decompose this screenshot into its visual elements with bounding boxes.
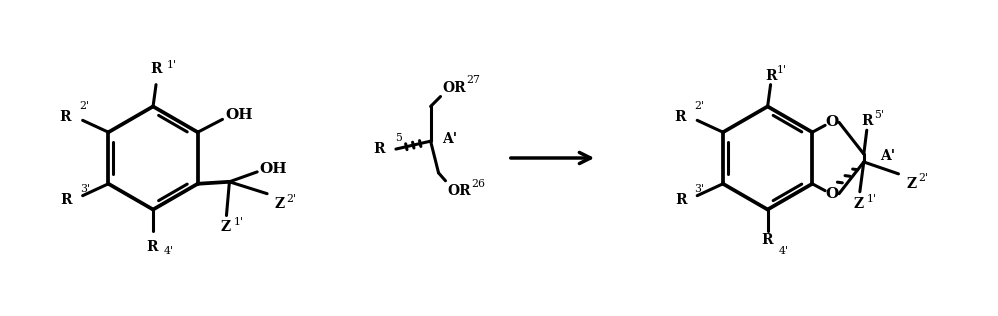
Text: R: R <box>59 110 71 125</box>
Text: 1': 1' <box>234 217 244 228</box>
Text: R: R <box>147 240 158 254</box>
Text: 1': 1' <box>866 194 877 204</box>
Text: OH: OH <box>226 108 253 122</box>
Text: 2': 2' <box>285 194 296 204</box>
Text: 4': 4' <box>164 246 174 256</box>
Text: Z: Z <box>853 197 864 210</box>
Text: 5': 5' <box>873 110 883 120</box>
Text: R: R <box>675 193 687 207</box>
Text: 1': 1' <box>167 60 177 70</box>
Text: OH: OH <box>259 162 286 176</box>
Text: 4': 4' <box>778 246 788 256</box>
Text: R: R <box>373 142 385 156</box>
Text: R: R <box>674 110 686 125</box>
Text: 27: 27 <box>466 75 480 85</box>
Text: R: R <box>760 233 772 247</box>
Text: R: R <box>151 62 162 76</box>
Text: 2': 2' <box>695 101 705 112</box>
Text: R: R <box>861 114 872 128</box>
Text: R: R <box>764 69 776 83</box>
Text: O: O <box>825 187 838 201</box>
Text: A': A' <box>879 149 895 163</box>
Text: 3': 3' <box>695 184 705 194</box>
Text: O: O <box>825 115 838 129</box>
Text: Z: Z <box>906 177 916 191</box>
Text: A': A' <box>442 132 458 146</box>
Text: OR: OR <box>442 81 466 94</box>
Text: 5: 5 <box>395 133 402 143</box>
Text: R: R <box>60 193 72 207</box>
Text: 2': 2' <box>918 173 928 183</box>
Text: 2': 2' <box>80 101 90 112</box>
Text: OR: OR <box>447 184 471 198</box>
Text: 3': 3' <box>80 184 90 194</box>
Text: Z: Z <box>221 220 231 234</box>
Text: 26: 26 <box>471 179 485 189</box>
Text: Z: Z <box>274 197 285 210</box>
Text: 1': 1' <box>776 65 786 75</box>
